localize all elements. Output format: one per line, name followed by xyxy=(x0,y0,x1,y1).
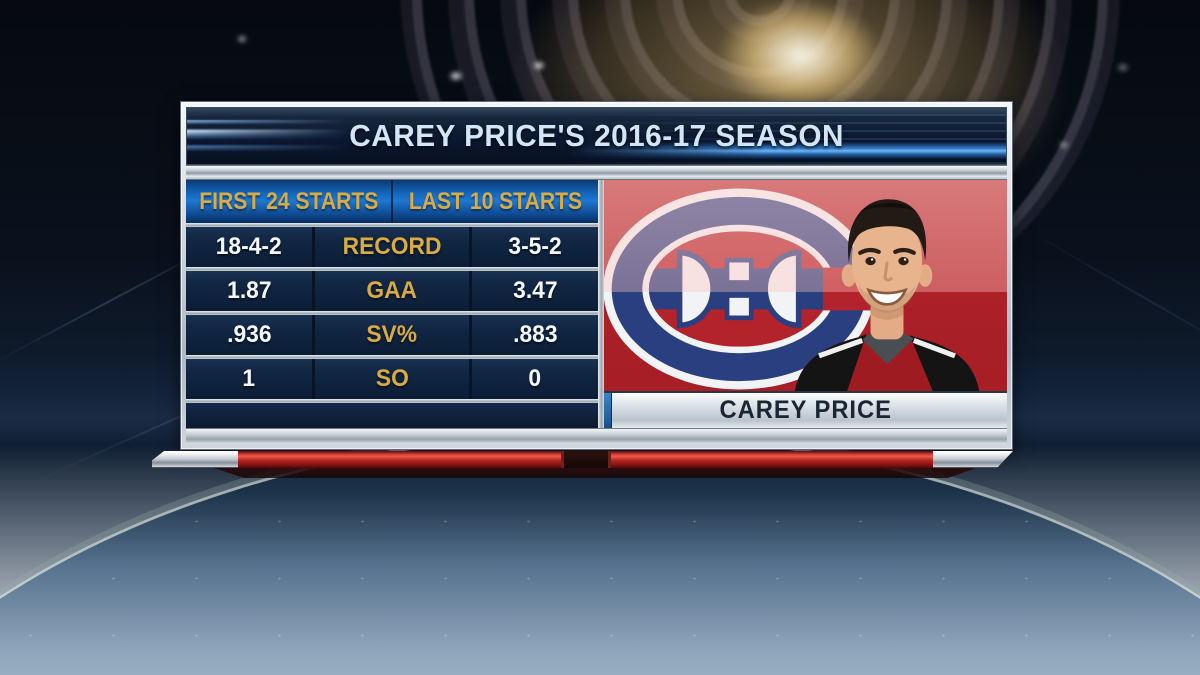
red-bar-right-cap xyxy=(933,451,1013,468)
column-header-last-10-starts: LAST 10 STARTS xyxy=(391,180,598,223)
arena-light xyxy=(1116,62,1130,73)
cell-stat-gaa: GAA xyxy=(311,271,473,311)
table-row-gaa: 1.87 GAA 3.47 xyxy=(186,271,598,311)
name-bar-blue-accent xyxy=(604,393,612,428)
cell-stat-so: SO xyxy=(311,359,473,399)
montreal-canadiens-logo-icon xyxy=(604,188,881,390)
cell-stat-svpct: SV% xyxy=(311,315,473,355)
row-separator xyxy=(186,399,598,403)
red-bar-left-cap xyxy=(152,451,238,468)
row-separator xyxy=(186,355,598,359)
cell-last10-record: 3-5-2 xyxy=(508,233,562,260)
table-row-so: 1 SO 0 xyxy=(186,359,598,399)
horizontal-divider xyxy=(186,165,1007,180)
table-filler-row xyxy=(186,403,598,428)
red-bar-body xyxy=(238,451,933,468)
column-header-label: FIRST 24 STARTS xyxy=(198,187,379,215)
cell-last10-svpct: .883 xyxy=(512,321,558,348)
cell-last10-gaa: 3.47 xyxy=(512,277,558,304)
row-separator xyxy=(186,223,598,227)
red-bar-shadow xyxy=(214,468,976,478)
table-header-row: FIRST 24 STARTS LAST 10 STARTS xyxy=(186,180,598,223)
bottom-red-bar xyxy=(152,451,1013,468)
player-name: CAREY PRICE xyxy=(719,396,892,424)
table-row-record: 18-4-2 RECORD 3-5-2 xyxy=(186,227,598,267)
player-photo xyxy=(794,199,980,395)
column-header-first-24-starts: FIRST 24 STARTS xyxy=(186,180,391,223)
cell-first24-so: 1 xyxy=(242,365,256,392)
arena-light xyxy=(532,60,546,71)
cell-first24-svpct: .936 xyxy=(226,321,272,348)
stats-table: FIRST 24 STARTS LAST 10 STARTS 18-4-2 RE… xyxy=(186,180,598,428)
cell-first24-record: 18-4-2 xyxy=(215,233,282,260)
cell-first24-gaa: 1.87 xyxy=(226,277,272,304)
arena-light xyxy=(448,70,464,82)
cell-stat-record: RECORD xyxy=(311,227,473,267)
cell-last10-so: 0 xyxy=(528,365,542,392)
arena-light xyxy=(1058,140,1070,150)
graphic-bottom-frame xyxy=(186,428,1007,444)
stats-graphic-panel: CAREY PRICE'S 2016-17 SEASON FIRST 24 ST… xyxy=(180,101,1013,450)
streak-decoration-left xyxy=(187,108,347,164)
light-streak xyxy=(1028,230,1200,372)
player-name-bar: CAREY PRICE xyxy=(604,391,1007,428)
title-bar: CAREY PRICE'S 2016-17 SEASON xyxy=(186,107,1007,165)
graphic-content: FIRST 24 STARTS LAST 10 STARTS 18-4-2 RE… xyxy=(186,180,1007,428)
table-row-svpct: .936 SV% .883 xyxy=(186,315,598,355)
column-header-label: LAST 10 STARTS xyxy=(408,187,583,215)
row-separator xyxy=(186,267,598,271)
row-separator xyxy=(186,311,598,315)
player-photo-panel: CAREY PRICE xyxy=(604,180,1007,428)
red-bar-center-notch xyxy=(560,451,611,468)
arena-light xyxy=(236,34,248,44)
blue-band-decoration xyxy=(566,142,1006,159)
vertical-divider xyxy=(598,180,604,428)
graphic-title: CAREY PRICE'S 2016-17 SEASON xyxy=(349,118,844,153)
